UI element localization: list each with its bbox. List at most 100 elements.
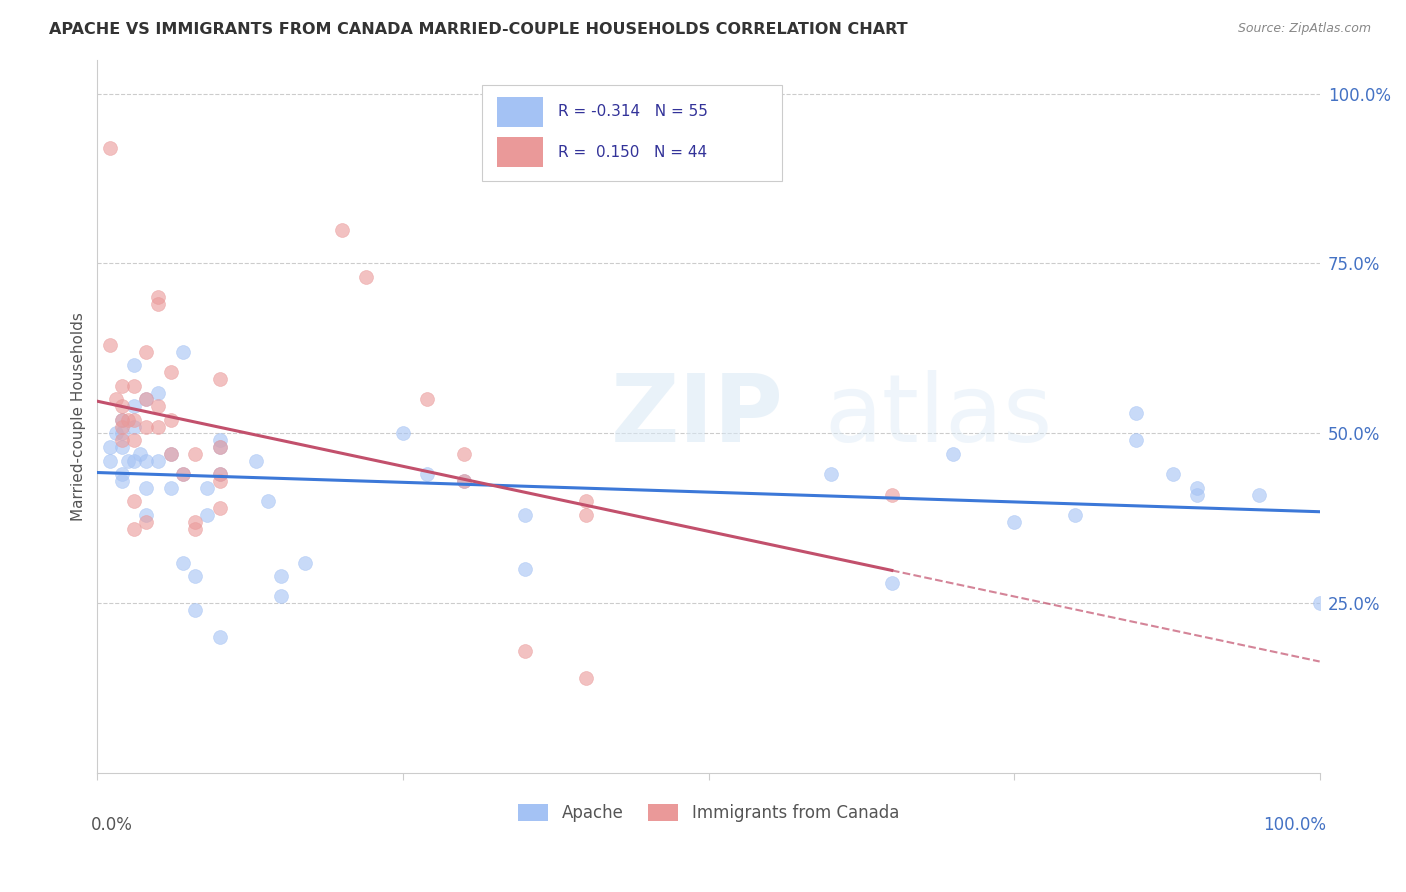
Text: atlas: atlas — [825, 370, 1053, 462]
Point — [1064, 508, 1087, 522]
Point — [122, 399, 145, 413]
Point — [111, 467, 134, 482]
Text: R =  0.150   N = 44: R = 0.150 N = 44 — [558, 145, 707, 160]
Point — [159, 413, 181, 427]
Point — [208, 467, 231, 482]
Point — [1187, 487, 1209, 501]
FancyBboxPatch shape — [498, 96, 544, 127]
Point — [453, 474, 475, 488]
Point — [1161, 467, 1184, 482]
Point — [575, 508, 598, 522]
Point — [270, 569, 292, 583]
Text: ZIP: ZIP — [610, 370, 783, 462]
Point — [104, 392, 127, 407]
Point — [122, 433, 145, 447]
Point — [104, 426, 127, 441]
Point — [195, 481, 218, 495]
Point — [1247, 487, 1270, 501]
Point — [98, 440, 121, 454]
Point — [515, 644, 537, 658]
Point — [111, 379, 134, 393]
Point — [195, 508, 218, 522]
Point — [208, 467, 231, 482]
Point — [111, 399, 134, 413]
Text: APACHE VS IMMIGRANTS FROM CANADA MARRIED-COUPLE HOUSEHOLDS CORRELATION CHART: APACHE VS IMMIGRANTS FROM CANADA MARRIED… — [49, 22, 908, 37]
Point — [880, 487, 903, 501]
Point — [1125, 433, 1147, 447]
Point — [111, 426, 134, 441]
Point — [117, 453, 139, 467]
Point — [575, 671, 598, 685]
Point — [330, 222, 353, 236]
Point — [172, 556, 194, 570]
Point — [270, 590, 292, 604]
Point — [880, 575, 903, 590]
Point — [184, 569, 207, 583]
FancyBboxPatch shape — [482, 85, 782, 181]
Point — [184, 447, 207, 461]
Point — [172, 344, 194, 359]
Point — [208, 630, 231, 644]
Point — [135, 515, 157, 529]
Point — [208, 474, 231, 488]
Point — [1187, 481, 1209, 495]
Y-axis label: Married-couple Households: Married-couple Households — [72, 312, 86, 521]
Point — [416, 392, 439, 407]
Text: 100.0%: 100.0% — [1263, 816, 1326, 834]
Point — [208, 433, 231, 447]
Point — [159, 447, 181, 461]
Point — [122, 359, 145, 373]
Point — [98, 141, 121, 155]
Point — [208, 501, 231, 516]
Point — [294, 556, 316, 570]
Point — [148, 385, 170, 400]
Point — [122, 494, 145, 508]
Point — [122, 413, 145, 427]
Point — [148, 419, 170, 434]
Point — [159, 447, 181, 461]
Point — [208, 440, 231, 454]
Point — [1125, 406, 1147, 420]
Point — [98, 453, 121, 467]
Point — [135, 419, 157, 434]
Text: 0.0%: 0.0% — [91, 816, 134, 834]
Point — [820, 467, 842, 482]
Point — [111, 413, 134, 427]
Point — [172, 467, 194, 482]
Point — [208, 372, 231, 386]
Point — [148, 399, 170, 413]
Point — [111, 440, 134, 454]
Point — [245, 453, 267, 467]
Point — [184, 515, 207, 529]
Point — [135, 392, 157, 407]
Point — [184, 603, 207, 617]
Text: Source: ZipAtlas.com: Source: ZipAtlas.com — [1237, 22, 1371, 36]
Point — [159, 481, 181, 495]
Point — [111, 474, 134, 488]
Point — [515, 562, 537, 576]
Point — [129, 447, 152, 461]
Point — [148, 297, 170, 311]
Point — [117, 413, 139, 427]
Point — [416, 467, 439, 482]
Point — [135, 481, 157, 495]
Point — [453, 474, 475, 488]
Point — [184, 522, 207, 536]
Point — [257, 494, 280, 508]
Point — [159, 365, 181, 379]
Point — [111, 419, 134, 434]
Point — [208, 440, 231, 454]
Point — [98, 338, 121, 352]
Point — [453, 447, 475, 461]
Point — [122, 522, 145, 536]
Legend: Apache, Immigrants from Canada: Apache, Immigrants from Canada — [512, 797, 905, 829]
Point — [575, 494, 598, 508]
Point — [354, 270, 377, 285]
Point — [111, 413, 134, 427]
Point — [1002, 515, 1025, 529]
Text: R = -0.314   N = 55: R = -0.314 N = 55 — [558, 104, 709, 120]
Point — [942, 447, 965, 461]
Point — [148, 290, 170, 304]
Point — [148, 453, 170, 467]
Point — [122, 453, 145, 467]
